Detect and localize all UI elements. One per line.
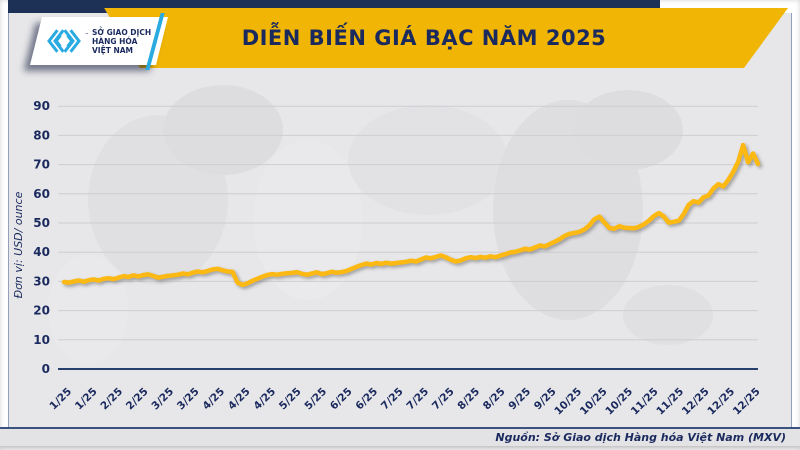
gridlines (58, 105, 758, 370)
y-axis-title: Đơn vị: USD/ ounce (12, 191, 25, 298)
x-tick-label: 3/25 (149, 386, 176, 413)
x-tick-label: 9/25 (506, 386, 533, 413)
y-tick-label: 90 (33, 99, 50, 113)
org-name-line-1: SỞ GIAO DỊCH (92, 27, 152, 37)
y-tick-label: 10 (33, 333, 50, 347)
x-tick-label: 11/25 (629, 386, 661, 418)
x-tick-label: 5/25 (302, 386, 329, 413)
y-tick-label: 0 (42, 362, 50, 376)
x-tick-label: 7/25 (404, 386, 431, 413)
page-title: DIỄN BIẾN GIÁ BẠC NĂM 2025 (241, 26, 607, 50)
silver-price-line (61, 142, 761, 288)
x-tick-label: 4/25 (251, 386, 278, 413)
y-tick-label: 60 (33, 187, 50, 201)
mxv-org-name: SỞ GIAO DỊCH HÀNG HÓA VIỆT NAM (92, 28, 151, 55)
y-tick-label: 80 (33, 128, 50, 142)
mxv-chevron-icon (47, 29, 82, 53)
y-tick-label: 30 (33, 274, 50, 288)
x-tick-label: 10/25 (552, 386, 584, 418)
x-tick-label: 1/25 (47, 386, 74, 413)
x-tick-label: 4/25 (226, 386, 253, 413)
x-tick-label: 2/25 (98, 386, 125, 413)
x-tick-label: 1/25 (73, 386, 100, 413)
y-tick-label: 50 (33, 216, 50, 230)
org-name-line-3: VIỆT NAM (92, 45, 134, 55)
org-name-line-2: HÀNG HÓA (92, 36, 138, 46)
x-tick-label: 12/25 (731, 386, 763, 418)
x-tick-label: 10/25 (578, 386, 610, 418)
x-axis-tick-labels: 1/251/252/252/253/253/254/254/254/255/25… (47, 386, 762, 418)
mxv-logo: ™ SỞ GIAO DỊCH HÀNG HÓA VIỆT NAM (46, 26, 152, 56)
x-tick-label: 4/25 (200, 386, 227, 413)
y-tick-label: 40 (33, 245, 50, 259)
x-tick-label: 5/25 (277, 386, 304, 413)
trademark-symbol: ™ (85, 32, 90, 37)
x-tick-label: 6/25 (353, 386, 380, 413)
mxv-logo-plate: ™ SỞ GIAO DỊCH HÀNG HÓA VIỆT NAM (30, 17, 168, 65)
x-tick-label: 8/25 (481, 386, 508, 413)
x-tick-label: 10/25 (603, 386, 635, 418)
x-tick-label: 7/25 (379, 386, 406, 413)
x-tick-label: 6/25 (328, 386, 355, 413)
footer-bar: Nguồn: Sở Giao dịch Hàng hóa Việt Nam (M… (0, 429, 800, 446)
world-map-watermark (48, 85, 713, 365)
price-line-series (61, 142, 761, 288)
y-axis-tick-labels: 0 10 20 30 40 50 60 70 80 90 (33, 99, 50, 376)
x-tick-label: 11/25 (654, 386, 686, 418)
y-tick-label: 70 (33, 158, 50, 172)
footer-divider (0, 427, 800, 429)
x-tick-label: 3/25 (175, 386, 202, 413)
x-tick-label: 12/25 (705, 386, 737, 418)
x-tick-label: 8/25 (455, 386, 482, 413)
title-banner: DIỄN BIẾN GIÁ BẠC NĂM 2025 (104, 8, 788, 68)
x-tick-label: 2/25 (124, 386, 151, 413)
source-credit: Nguồn: Sở Giao dịch Hàng hóa Việt Nam (M… (495, 431, 786, 444)
x-tick-label: 7/25 (430, 386, 457, 413)
x-tick-label: 12/25 (680, 386, 712, 418)
y-tick-label: 20 (33, 304, 50, 318)
